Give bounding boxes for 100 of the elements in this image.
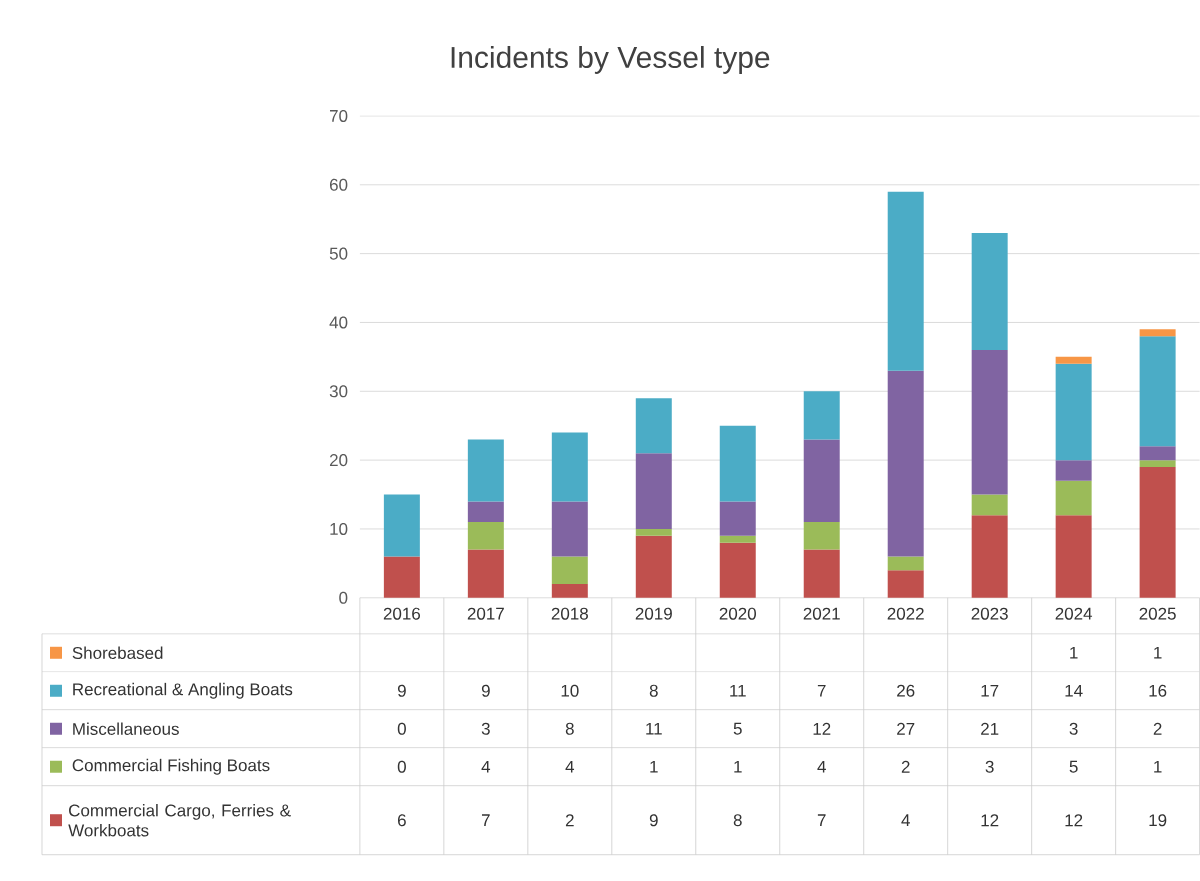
x-tick-label: 2025 — [1139, 607, 1176, 620]
data-label: 1 — [1154, 761, 1162, 773]
legend-label: Commercial Cargo, Ferries & Workboats — [68, 804, 291, 837]
bar — [1055, 363, 1092, 461]
bar — [551, 501, 588, 557]
data-label: 2 — [1153, 722, 1162, 735]
legend-label: Miscellaneous — [73, 722, 179, 736]
bar — [803, 391, 840, 440]
bar — [803, 549, 840, 598]
bar — [1055, 460, 1092, 481]
data-label: 7 — [817, 685, 826, 697]
chart-title: Incidents by Vessel type — [451, 46, 770, 75]
data-label: 8 — [565, 722, 574, 735]
bar — [383, 556, 420, 598]
x-tick-label: 2022 — [887, 607, 924, 620]
data-label: 26 — [897, 684, 915, 697]
data-label: 14 — [1065, 685, 1083, 697]
bar — [887, 370, 924, 557]
bar — [1055, 515, 1092, 598]
data-label: 3 — [481, 722, 490, 735]
bar — [467, 549, 504, 598]
x-tick-label: 2020 — [719, 607, 756, 620]
bar — [635, 535, 672, 598]
data-label: 5 — [1069, 760, 1078, 773]
x-tick-label: 2018 — [551, 607, 588, 620]
data-label: 12 — [813, 722, 831, 735]
bar — [1055, 480, 1092, 516]
y-tick-label: 60 — [329, 178, 348, 191]
y-tick-label: 10 — [330, 523, 348, 536]
bar — [635, 529, 672, 536]
bar — [467, 439, 504, 502]
bar — [635, 398, 672, 454]
data-label: 7 — [481, 814, 490, 827]
bar — [1139, 329, 1176, 337]
x-tick-label: 2021 — [803, 607, 840, 620]
y-tick-label: 30 — [329, 385, 348, 398]
data-label: 12 — [981, 814, 999, 827]
data-label: 1 — [734, 761, 742, 773]
data-label: 7 — [817, 814, 826, 827]
bar — [971, 494, 1008, 516]
bar — [635, 453, 672, 530]
bar — [803, 522, 840, 550]
data-label: 3 — [1069, 722, 1078, 735]
y-tick-label: 70 — [330, 110, 348, 123]
bar — [551, 556, 588, 585]
bar — [719, 501, 756, 536]
bar — [971, 515, 1008, 598]
data-label: 4 — [901, 814, 910, 827]
legend-label: Shorebased — [72, 646, 163, 660]
x-tick-label: 2019 — [635, 607, 672, 620]
y-tick-label: 20 — [329, 454, 348, 467]
data-label: 19 — [1149, 814, 1167, 827]
bar — [887, 191, 924, 371]
data-label: 2 — [565, 814, 574, 827]
legend-label: Commercial Fishing Boats — [72, 758, 270, 775]
data-label: 9 — [397, 684, 406, 697]
bar — [971, 233, 1008, 351]
x-tick-label: 2016 — [383, 607, 421, 620]
bar — [1139, 336, 1176, 447]
bar — [551, 432, 588, 502]
data-label: 11 — [646, 723, 662, 735]
data-label: 11 — [730, 685, 746, 697]
data-label: 2 — [901, 760, 910, 773]
data-label: 5 — [733, 722, 742, 735]
bar — [719, 535, 756, 543]
data-label: 12 — [1065, 814, 1083, 827]
y-tick-label: 0 — [339, 591, 348, 604]
data-label: 1 — [1070, 647, 1078, 659]
data-label: 17 — [981, 685, 999, 697]
data-label: 4 — [817, 761, 826, 773]
data-label: 3 — [985, 760, 994, 773]
y-tick-label: 50 — [329, 247, 348, 260]
data-label: 8 — [649, 684, 658, 697]
bar — [887, 570, 924, 598]
bar — [383, 494, 420, 557]
data-label: 6 — [398, 814, 406, 827]
data-label: 8 — [733, 814, 742, 827]
legend-label: Recreational & Angling Boats — [73, 682, 293, 699]
bar — [887, 556, 924, 571]
bar — [1139, 446, 1176, 461]
data-label: 4 — [565, 761, 575, 773]
data-label: 10 — [561, 684, 579, 697]
y-tick-label: 40 — [329, 316, 348, 329]
x-tick-label: 2024 — [1055, 607, 1093, 620]
bar — [1055, 357, 1092, 364]
bar — [803, 439, 840, 523]
data-label: 0 — [397, 722, 406, 735]
x-tick-label: 2017 — [467, 607, 504, 620]
bar — [719, 425, 756, 502]
bar — [719, 542, 756, 598]
bar — [551, 584, 588, 598]
data-label: 27 — [897, 722, 915, 735]
data-label: 0 — [397, 760, 406, 773]
x-tick-label: 2023 — [971, 607, 1008, 620]
data-label: 1 — [1154, 647, 1162, 659]
data-label: 1 — [650, 761, 658, 773]
bar — [467, 501, 504, 523]
bar — [1139, 460, 1176, 468]
data-label: 21 — [981, 722, 999, 735]
bar — [971, 350, 1008, 495]
